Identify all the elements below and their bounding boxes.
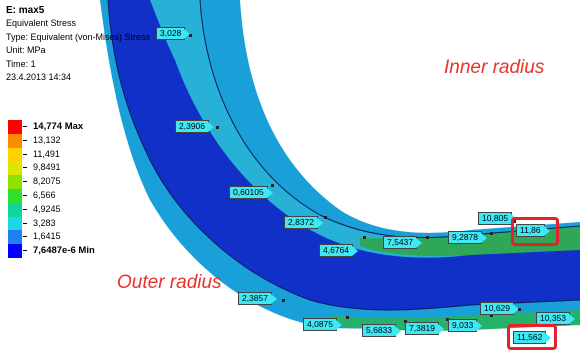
legend-label: 8,2075 [33,176,61,187]
probe-label[interactable]: 11,562 [513,331,552,344]
legend-label: 3,283 [33,217,56,228]
result-date: 23.4.2013 14:34 [6,72,72,83]
probe-label[interactable]: 4,0875 [303,318,342,331]
legend-tick [23,250,27,252]
legend-label: 9,8491 [33,162,61,173]
probe-point [446,318,449,321]
probe-value: 2,8372 [288,217,314,227]
probe-point [490,232,493,235]
probe-label[interactable]: 2,8372 [284,216,323,229]
main-arc [108,0,580,310]
probe-value: 4,6764 [323,245,349,255]
legend-tick [23,139,27,141]
probe-point [346,316,349,319]
legend-label: 1,6415 [33,231,61,242]
probe-label[interactable]: 9,033 [448,319,483,332]
probe-value: 10,353 [540,313,566,323]
probe-point [282,299,285,302]
probe-point [271,184,274,187]
inner-radius-annotation: Inner radius [444,57,545,78]
probe-point [404,320,407,323]
legend-swatch [8,202,22,217]
legend-tick [23,222,27,224]
legend-tick [23,181,27,183]
legend-label: 11,491 [33,148,60,159]
probe-value: 5,6833 [366,325,392,335]
legend-label: 13,132 [33,134,61,145]
legend-swatch [8,161,22,176]
probe-value: 2,3857 [242,293,268,303]
legend-label: 7,6487e-6 Min [33,245,95,257]
probe-label[interactable]: 2,3857 [238,292,277,305]
result-type: Type: Equivalent (von-Mises) Stress [6,31,151,42]
probe-value: 7,3819 [409,323,435,333]
probe-label[interactable]: 5,6833 [362,324,401,337]
legend-label: 4,9245 [33,203,61,214]
probe-value: 2,3906 [179,121,205,131]
legend-tick [23,208,27,210]
result-name: Equivalent Stress [6,18,77,29]
legend-tick [23,153,27,155]
legend-swatch [8,244,22,258]
probe-label[interactable]: 10,805 [478,212,517,225]
legend-swatch [8,175,22,189]
probe-point [189,34,192,37]
probe-label[interactable]: 4,6764 [319,244,358,257]
probe-label[interactable]: 2,3906 [175,120,214,133]
probe-value: 3,028 [160,28,182,38]
probe-point [426,236,429,239]
legend-swatch [8,147,22,162]
outer-edge [107,0,580,311]
legend-swatch [8,133,22,148]
result-unit: Unit: MPa [6,45,46,56]
probe-point [324,216,327,219]
probe-point [363,236,366,239]
probe-label[interactable]: 7,3819 [405,322,444,335]
probe-value: 0,60105 [233,187,264,197]
legend-tick [23,126,27,127]
legend-label: 6,566 [33,189,56,200]
probe-label[interactable]: 7,5437 [383,236,422,249]
legend-label: 14,774 Max [33,121,84,132]
probe-value: 11,86 [520,225,541,235]
probe-label[interactable]: 11,86 [516,224,550,237]
probe-label[interactable]: 9,2878 [448,231,487,244]
outer-radius-annotation: Outer radius [117,272,222,293]
legend-tick [23,167,27,169]
legend-swatch [8,230,22,245]
legend-tick [23,236,27,238]
probe-point [513,220,516,223]
probe-value: 4,0875 [307,319,333,329]
probe-value: 7,5437 [387,237,413,247]
legend-swatch [8,120,22,134]
legend-swatch [8,216,22,231]
probe-value: 10,629 [484,303,510,313]
result-title: E: max5 [6,5,45,16]
probe-point [518,308,521,311]
max-stress-highlight-outer [507,324,557,350]
legend-swatch [8,188,22,203]
probe-label[interactable]: 10,629 [480,302,519,315]
inner-edge [199,0,580,239]
probe-value: 11,562 [517,332,543,342]
probe-point [490,314,493,317]
result-info: E: max5 Equivalent Stress Type: Equivale… [6,4,150,84]
result-time: Time: 1 [6,58,36,69]
probe-label[interactable]: 3,028 [156,27,191,40]
probe-value: 9,033 [452,320,474,330]
legend-tick [23,194,27,196]
probe-point [216,126,219,129]
probe-label[interactable]: 0,60105 [229,186,273,199]
probe-value: 9,2878 [452,232,478,242]
probe-value: 10,805 [482,213,508,223]
max-stress-highlight-inner [511,217,559,246]
